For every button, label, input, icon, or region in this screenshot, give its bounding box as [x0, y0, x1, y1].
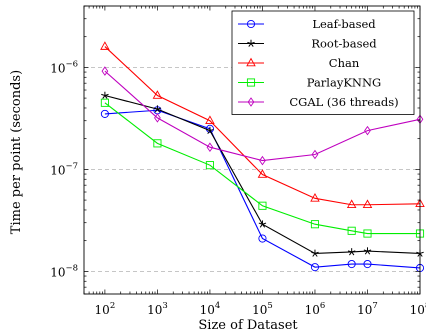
series-line: [104, 102, 420, 235]
data-point: [363, 229, 372, 238]
legend-label: Root-based: [311, 37, 377, 51]
data-point: [258, 220, 267, 228]
legend: Leaf-based Root-based Chan ParlayKNNG CGAL (…: [231, 10, 415, 115]
data-point: [259, 155, 266, 166]
y-tick-label: 10−7: [50, 161, 78, 177]
data-point: [364, 125, 371, 136]
data-point: [310, 263, 320, 272]
data-point: [347, 259, 356, 269]
series-parlayknng: [100, 98, 425, 238]
data-point: [246, 57, 256, 67]
series-line: [104, 70, 421, 162]
legend-item: Root-based: [238, 37, 377, 51]
x-axis-ticks: 102 103 104 105 106 107 108: [95, 301, 426, 317]
legend-label: CGAL (36 threads): [289, 95, 398, 109]
legend-label: Chan: [329, 56, 360, 70]
data-point: [310, 220, 320, 229]
data-point: [362, 199, 373, 209]
data-point: [363, 259, 372, 269]
x-tick-label: 106: [305, 301, 326, 317]
data-point: [246, 78, 256, 87]
data-point: [347, 226, 356, 235]
data-point: [153, 105, 162, 113]
series-line: [104, 109, 421, 269]
x-tick-label: 108: [410, 301, 426, 317]
legend-item: Chan: [238, 56, 360, 70]
x-tick-label: 102: [95, 301, 116, 317]
axes: [83, 5, 421, 295]
legend-item: ParlayKNNG: [238, 76, 381, 90]
data-point: [154, 113, 161, 123]
y-axis-label: Time per point (seconds): [9, 70, 24, 234]
data-point: [100, 41, 110, 50]
data-point: [101, 91, 109, 99]
legend-item: Leaf-based: [238, 17, 376, 31]
x-tick-label: 104: [200, 301, 221, 317]
data-point: [363, 247, 372, 255]
data-point: [247, 39, 255, 47]
data-point: [347, 248, 356, 256]
x-tick-label: 107: [357, 301, 378, 317]
plot-frame: [83, 5, 421, 295]
data-point: [311, 249, 319, 257]
data-point: [205, 161, 214, 170]
data-point: [246, 19, 256, 29]
legend-label: Leaf-based: [312, 17, 376, 31]
data-point: [257, 169, 268, 178]
y-axis-ticks: 10−8 10−7 10−6: [50, 59, 78, 279]
series-leaf-based: [100, 106, 425, 273]
data-point: [311, 149, 319, 160]
data-point: [101, 66, 109, 76]
x-tick-label: 105: [252, 301, 273, 317]
data-point: [258, 201, 267, 210]
data-point: [100, 109, 109, 118]
data-point: [346, 199, 357, 209]
data-point: [205, 115, 215, 124]
data-point: [206, 126, 214, 134]
series-line: [104, 94, 421, 254]
data-point: [310, 193, 320, 202]
series-root-based: [101, 91, 424, 257]
y-tick-label: 10−6: [50, 59, 78, 75]
x-axis-label: Size of Dataset: [198, 318, 298, 333]
x-tick-label: 103: [147, 301, 168, 317]
data-point: [258, 234, 267, 243]
data-point: [152, 90, 163, 99]
data-point: [206, 142, 214, 152]
legend-item: CGAL (36 threads): [238, 95, 399, 109]
y-tick-label: 10−8: [50, 263, 78, 279]
series-lines: [100, 41, 425, 273]
data-point: [247, 97, 255, 107]
data-point: [100, 98, 109, 107]
data-point: [153, 139, 162, 148]
legend-label: ParlayKNNG: [307, 76, 382, 90]
